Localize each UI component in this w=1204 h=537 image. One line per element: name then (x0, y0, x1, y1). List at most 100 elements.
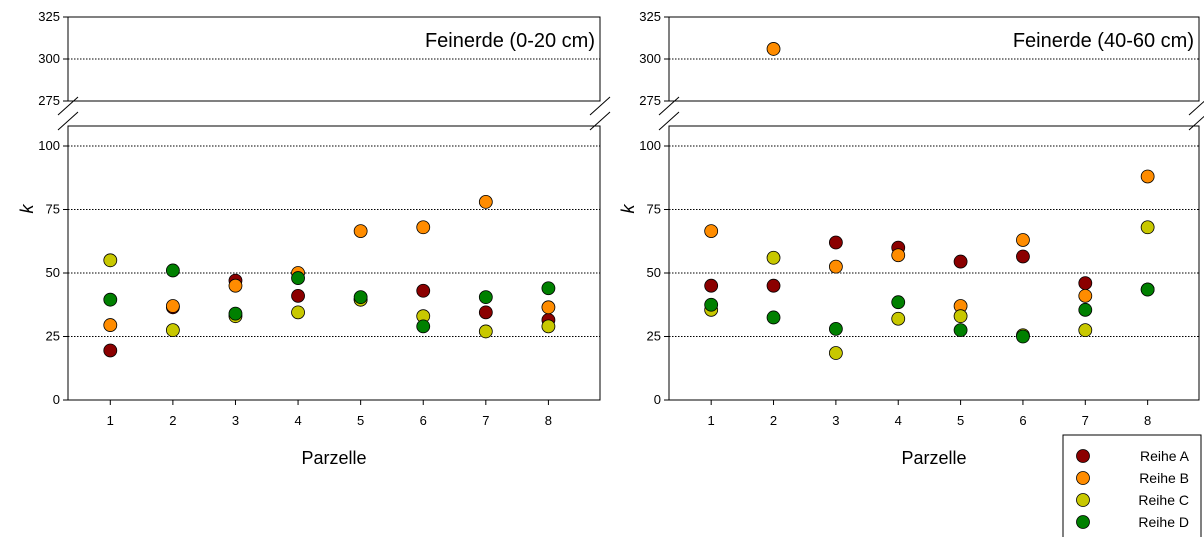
left-panel: 0 25 50 75 100 275 300 325 1 2 3 4 5 6 7 8 Parzelle k Fein… (17, 9, 612, 468)
y-tick-label: 25 (46, 329, 60, 344)
data-point-reihe-d (478, 290, 493, 305)
data-point-reihe-b (228, 278, 243, 293)
data-point-reihe-d (1140, 282, 1155, 297)
data-point-reihe-b (891, 248, 906, 263)
data-point-reihe-c (828, 346, 843, 360)
data-point-reihe-c (953, 309, 968, 324)
axis-break-mark (658, 111, 680, 131)
data-point-reihe-b (353, 224, 368, 238)
y-tick-label: 75 (647, 202, 661, 217)
data-point-reihe-d (704, 297, 719, 312)
y-tick-label: 75 (46, 202, 60, 217)
x-axis-title: Parzelle (301, 448, 366, 468)
x-tick-label: 8 (545, 413, 552, 428)
axis-break-mark (589, 96, 611, 116)
data-point-reihe-a (1078, 276, 1093, 291)
axis-break-mark (57, 96, 79, 116)
x-axis-title: Parzelle (901, 448, 966, 468)
panel-title: Feinerde (0-20 cm) (425, 30, 595, 52)
y-tick-label: 325 (38, 9, 60, 24)
data-point-reihe-d (103, 292, 118, 307)
y-tick-label: 300 (639, 51, 661, 66)
data-point-reihe-a (704, 278, 719, 293)
data-point-reihe-a (291, 288, 305, 303)
data-point-reihe-d (291, 271, 305, 285)
data-point-reihe-d (353, 290, 368, 305)
right-panel: 0 25 50 75 100 275 300 325 1 2 3 4 5 6 7 8 Parzelle k Fein… (618, 9, 1204, 468)
lower-plot-frame (668, 125, 1200, 401)
data-point-reihe-a (103, 343, 118, 358)
legend-marker (1076, 471, 1090, 485)
panel-title: Feinerde (40-60 cm) (1013, 30, 1194, 52)
axis-break-mark (589, 111, 611, 131)
axis-break-mark (57, 111, 79, 131)
lower-plot-frame (67, 125, 601, 401)
y-tick-label: 50 (647, 265, 661, 280)
y-tick-label: 25 (647, 329, 661, 344)
legend-label: Reihe C (1138, 492, 1189, 508)
data-point-reihe-a (953, 254, 968, 269)
data-point-reihe-d (541, 281, 556, 296)
y-tick-label: 275 (639, 93, 661, 108)
x-tick-label: 2 (169, 413, 176, 428)
data-point-reihe-b (416, 220, 431, 235)
y-axis-title: k (618, 204, 638, 214)
data-point-reihe-a (478, 305, 493, 320)
data-point-reihe-c (1078, 323, 1093, 338)
data-point-reihe-b (1078, 288, 1093, 303)
data-point-reihe-b (165, 299, 180, 313)
legend-marker (1076, 493, 1090, 507)
data-point-reihe-b (704, 224, 719, 238)
y-tick-label: 0 (53, 392, 60, 407)
data-point-reihe-a (766, 278, 781, 293)
axis-break-gap (56, 102, 612, 125)
y-tick-label: 100 (38, 138, 60, 153)
legend-label: Reihe A (1140, 448, 1190, 464)
data-point-reihe-d (228, 306, 243, 321)
data-point-reihe-d (1078, 302, 1093, 317)
y-tick-label: 0 (654, 392, 661, 407)
x-tick-label: 4 (895, 413, 902, 428)
data-point-reihe-b (478, 194, 493, 209)
data-point-reihe-c (541, 319, 556, 334)
data-point-reihe-b (766, 42, 781, 56)
x-tick-label: 7 (1082, 413, 1089, 428)
data-point-reihe-d (416, 319, 431, 334)
data-point-reihe-a (416, 283, 431, 298)
axis-break-gap (657, 102, 1204, 125)
data-point-reihe-d (766, 310, 781, 325)
data-point-reihe-d (891, 295, 906, 310)
legend-label: Reihe D (1138, 514, 1189, 530)
data-point-reihe-c (766, 250, 781, 265)
legend-marker (1076, 449, 1090, 463)
x-tick-label: 3 (832, 413, 839, 428)
x-tick-label: 7 (482, 413, 489, 428)
data-point-reihe-b (828, 259, 843, 274)
x-tick-label: 5 (357, 413, 364, 428)
x-tick-label: 2 (770, 413, 777, 428)
data-point-reihe-c (1140, 220, 1155, 235)
y-tick-label: 50 (46, 265, 60, 280)
y-tick-label: 325 (639, 9, 661, 24)
axis-break-mark (1188, 100, 1204, 116)
data-point-reihe-c (165, 323, 180, 338)
data-point-reihe-a (1016, 249, 1030, 264)
y-axis-title: k (17, 204, 37, 214)
data-point-reihe-a (828, 235, 843, 250)
data-point-reihe-c (103, 253, 118, 268)
x-tick-label: 4 (294, 413, 301, 428)
data-point-reihe-c (891, 311, 906, 326)
data-point-reihe-d (1016, 329, 1030, 344)
x-tick-label: 5 (957, 413, 964, 428)
x-tick-label: 6 (1019, 413, 1026, 428)
data-point-reihe-b (1016, 233, 1030, 247)
y-tick-label: 275 (38, 93, 60, 108)
data-point-reihe-b (541, 300, 556, 315)
x-tick-label: 6 (420, 413, 427, 428)
axis-break-mark (658, 96, 680, 116)
legend-marker (1076, 515, 1090, 529)
data-point-reihe-d (828, 321, 843, 336)
x-tick-label: 1 (708, 413, 715, 428)
data-point-reihe-c (291, 305, 305, 320)
